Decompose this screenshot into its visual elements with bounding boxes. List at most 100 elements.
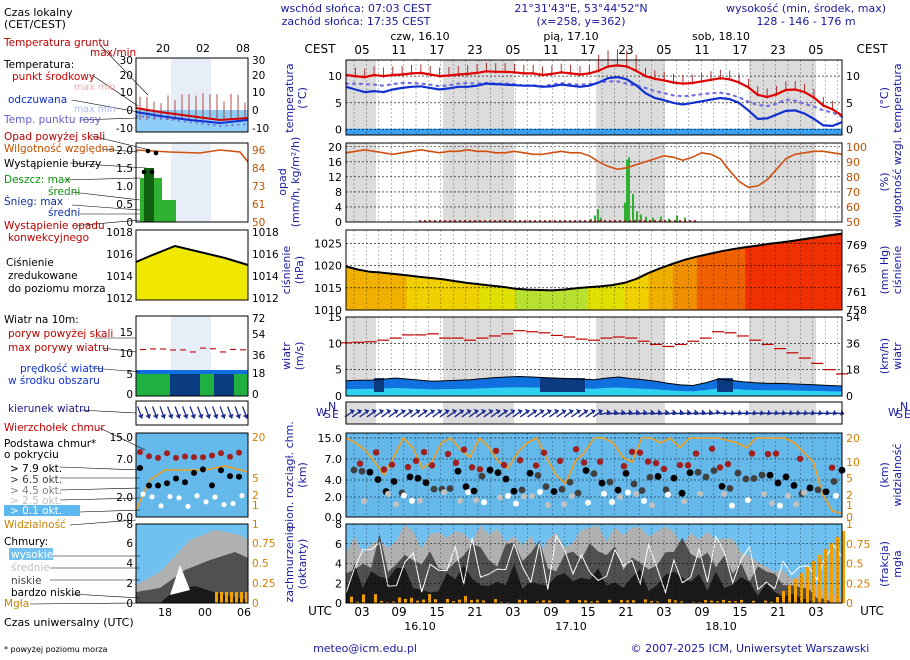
local-time-label: Czas lokalny [4, 6, 73, 19]
precip-legend-ytick: 1.5 [116, 163, 133, 175]
wind-arrow-head [400, 408, 406, 415]
pressure-area [466, 282, 480, 310]
pressure-area [769, 242, 783, 310]
cloud-base-dot [374, 476, 382, 483]
cloud-base-dot [366, 468, 374, 476]
wind-direction-arrow [527, 408, 538, 418]
wind-legend-dark [170, 374, 200, 396]
precip-bar-14 [676, 215, 678, 222]
elevation-title: wysokość (min, środek, max) [726, 2, 886, 15]
precip-legend-night [171, 143, 211, 222]
pressure-area [551, 289, 565, 310]
cloudbase-ytick-left: 0.0 [325, 511, 343, 524]
top-hour-2: 17 [429, 43, 444, 57]
bottom-hour-0: 03 [354, 605, 369, 619]
pressure-ytick-right: 758 [846, 304, 867, 317]
cloud-base-dot [638, 487, 646, 494]
pressure-area [829, 233, 843, 310]
precip-bar-8 [636, 211, 638, 222]
footer-email[interactable]: meteo@icm.edu.pl [313, 642, 417, 655]
fog-bar [398, 597, 401, 603]
cloud-base-dot [422, 479, 430, 487]
cloud-base-dot [758, 471, 766, 479]
cloud-top-dot [452, 459, 460, 466]
wind-direction-arrow [549, 408, 560, 418]
wind-direction-arrow [570, 408, 582, 418]
cloudbase-legend-ytick-right: 2 [252, 490, 259, 502]
fog-bar [770, 601, 773, 603]
cloud-top-dot [444, 450, 452, 458]
pressure-area [575, 287, 589, 310]
cloudbase-legend-base [173, 475, 179, 482]
fog-bar [752, 600, 755, 603]
cloud-top-dot [748, 450, 756, 457]
cloudbase-legend-low [149, 494, 155, 500]
pressure-area [358, 269, 371, 310]
pressure-area [757, 243, 770, 310]
bottom-hour-4: 03 [505, 605, 520, 619]
pressure-ytick-right: 765 [846, 263, 867, 276]
fog-bar [626, 600, 629, 603]
temp-axis-label-right: temperatura [891, 63, 904, 132]
sunrise-text: wschód słońca: 07:03 CEST [280, 2, 431, 15]
pressure-ytick-left: 1015 [314, 282, 342, 295]
bottom-hour-labels: 03 09 15 21 03 09 15 21 03 09 15 21 03 [354, 605, 823, 619]
pressure-legend-ytick-right: 1014 [252, 271, 279, 283]
bottom-hour-9: 09 [694, 605, 709, 619]
legend-rain-max: Deszcz: max [4, 174, 71, 186]
top-hour-4: 05 [505, 43, 520, 57]
legend-precip-above: Opad powyżej skali [4, 131, 105, 143]
clouds-ytick-left: 8 [335, 518, 342, 531]
wind-arrow-head [349, 408, 355, 415]
cloud-top-dot [532, 462, 540, 469]
cloudbase-ytick-left: 2.0 [325, 491, 343, 504]
fog-bar [710, 600, 713, 603]
wind-direction-arrow [592, 408, 603, 418]
cloud-base-dot-low [457, 497, 463, 504]
cloud-base-dot [742, 475, 750, 483]
wind-speed-line [345, 375, 843, 387]
cloudbase-axis-label-left: (km) [296, 462, 309, 488]
legend-okt-01: > 0.1 okt. [10, 505, 62, 517]
wind-arrow-head [473, 408, 479, 415]
cloudbase-axis-label-right: (km) [878, 462, 891, 488]
cloud-base-dot [502, 475, 510, 483]
bottom-hour-12: 03 [808, 605, 823, 619]
pressure-area [708, 251, 722, 310]
wind-legend-arrow [219, 406, 227, 419]
wind-axis-label-left: (m/s) [293, 342, 306, 371]
wind-direction-arrow [578, 408, 589, 418]
wind-axis-label-left: wiatr [280, 342, 293, 370]
wind-arrow-head [459, 408, 464, 415]
precip-legend-humidity [135, 149, 249, 163]
visibility-line [345, 436, 843, 515]
top-hour-labels: 05 11 17 23 05 11 17 23 05 11 17 23 05 [354, 43, 823, 57]
cloud-base-dot-low [545, 502, 551, 509]
pressure-area [479, 284, 492, 310]
legend-panels: 3020100-103020100-102.01.51.00.509684736… [29, 44, 279, 610]
fog-bar [446, 598, 449, 603]
pressure-axis-label-left: ciśnienie [280, 246, 293, 295]
clouds-legend-frame [135, 523, 249, 604]
wind-legend-arrow [181, 406, 189, 419]
wind-legend-arrow-head [152, 413, 159, 419]
compass-letter-1: S [324, 408, 331, 421]
wind-direction-arrow [534, 408, 545, 418]
cloudbase-legend-top [173, 454, 179, 461]
legend-leader-3 [79, 117, 139, 121]
fog-bar [788, 584, 791, 603]
clouds-legend-low [136, 552, 248, 603]
legend-leader-16 [99, 427, 146, 451]
pressure-area [612, 282, 625, 310]
temp-legend-frame [135, 57, 249, 133]
wind-arrow-head [466, 408, 472, 415]
cloud-base-dot-low [505, 492, 511, 499]
cloud-top-dot [572, 446, 580, 453]
temp-perceived-line [345, 75, 843, 128]
wind-direction-arrow [432, 408, 443, 418]
precip-night-3 [749, 143, 816, 222]
sunset-text: zachód słońca: 17:35 CEST [282, 15, 431, 28]
precip-bar-0 [590, 218, 592, 222]
legend-leader-14 [91, 367, 141, 373]
top-hour-5: 11 [543, 43, 558, 57]
